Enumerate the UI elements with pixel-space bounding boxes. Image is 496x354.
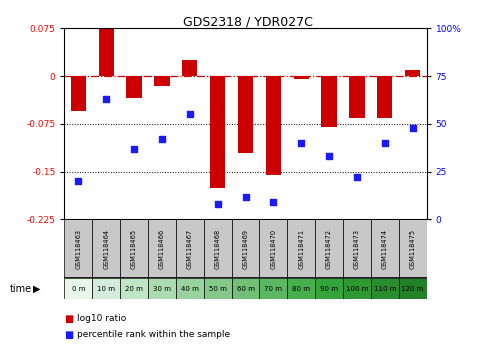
Bar — [120, 278, 148, 299]
Point — [353, 175, 361, 180]
Bar — [232, 278, 259, 299]
Text: 50 m: 50 m — [209, 286, 227, 291]
Text: 40 m: 40 m — [181, 286, 199, 291]
Text: time: time — [10, 284, 32, 293]
Bar — [287, 219, 315, 278]
Bar — [405, 70, 420, 76]
Bar — [92, 278, 120, 299]
Text: GSM118469: GSM118469 — [243, 229, 248, 269]
Bar — [315, 278, 343, 299]
Text: GSM118470: GSM118470 — [270, 229, 276, 269]
Text: 100 m: 100 m — [346, 286, 368, 291]
Text: log10 ratio: log10 ratio — [77, 314, 126, 323]
Bar — [99, 28, 114, 76]
Bar — [148, 219, 176, 278]
Bar — [259, 219, 287, 278]
Bar — [287, 278, 315, 299]
Text: GDS2318 / YDR027C: GDS2318 / YDR027C — [183, 16, 313, 29]
Bar — [176, 278, 204, 299]
Bar — [182, 60, 197, 76]
Point — [158, 136, 166, 142]
Bar — [349, 76, 365, 118]
Bar — [343, 219, 371, 278]
Bar — [399, 278, 427, 299]
Text: ■: ■ — [64, 314, 74, 324]
Bar — [120, 219, 148, 278]
Bar — [204, 219, 232, 278]
Bar — [148, 278, 176, 299]
Text: 90 m: 90 m — [320, 286, 338, 291]
Bar — [321, 76, 337, 127]
Text: GSM118466: GSM118466 — [159, 229, 165, 269]
Text: 30 m: 30 m — [153, 286, 171, 291]
Text: GSM118474: GSM118474 — [382, 229, 388, 269]
Text: 10 m: 10 m — [97, 286, 115, 291]
Text: GSM118473: GSM118473 — [354, 229, 360, 269]
Bar — [259, 278, 287, 299]
Bar — [399, 219, 427, 278]
Bar — [343, 278, 371, 299]
Text: 80 m: 80 m — [292, 286, 310, 291]
Text: GSM118464: GSM118464 — [103, 229, 109, 269]
Text: 70 m: 70 m — [264, 286, 282, 291]
Text: GSM118465: GSM118465 — [131, 229, 137, 269]
Bar — [126, 76, 142, 98]
Text: GSM118471: GSM118471 — [298, 229, 304, 269]
Bar — [371, 219, 399, 278]
Bar — [294, 76, 309, 79]
Bar — [371, 278, 399, 299]
Text: GSM118463: GSM118463 — [75, 229, 81, 269]
Text: GSM118472: GSM118472 — [326, 229, 332, 269]
Point — [186, 112, 194, 117]
Point — [381, 140, 389, 146]
Text: 20 m: 20 m — [125, 286, 143, 291]
Point — [102, 96, 110, 102]
Point — [297, 140, 305, 146]
Point — [242, 194, 249, 199]
Bar — [64, 278, 92, 299]
Point — [214, 201, 222, 207]
Bar — [315, 219, 343, 278]
Text: 110 m: 110 m — [373, 286, 396, 291]
Bar — [92, 219, 120, 278]
Bar — [204, 278, 232, 299]
Point — [409, 125, 417, 131]
Bar — [377, 76, 392, 118]
Bar — [176, 219, 204, 278]
Text: 0 m: 0 m — [71, 286, 85, 291]
Bar — [232, 219, 259, 278]
Text: 60 m: 60 m — [237, 286, 254, 291]
Point — [325, 154, 333, 159]
Text: GSM118475: GSM118475 — [410, 229, 416, 269]
Bar — [154, 76, 170, 86]
Bar — [238, 76, 253, 153]
Text: ▶: ▶ — [33, 284, 41, 293]
Text: percentile rank within the sample: percentile rank within the sample — [77, 330, 230, 339]
Point — [130, 146, 138, 152]
Bar — [71, 76, 86, 111]
Bar — [266, 76, 281, 175]
Text: GSM118468: GSM118468 — [215, 229, 221, 269]
Point — [74, 178, 82, 184]
Bar — [64, 219, 92, 278]
Text: 120 m: 120 m — [401, 286, 424, 291]
Text: ■: ■ — [64, 330, 74, 339]
Text: GSM118467: GSM118467 — [187, 229, 193, 269]
Bar — [210, 76, 225, 188]
Point — [269, 199, 277, 205]
